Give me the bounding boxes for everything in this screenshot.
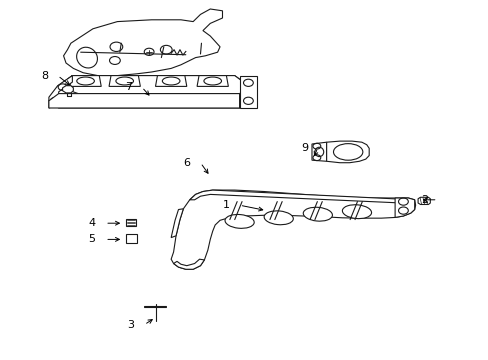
- Ellipse shape: [303, 207, 332, 221]
- Ellipse shape: [224, 215, 254, 228]
- Polygon shape: [49, 76, 249, 108]
- Text: 8: 8: [41, 71, 48, 81]
- Ellipse shape: [264, 211, 293, 225]
- Text: 4: 4: [88, 218, 95, 228]
- Polygon shape: [394, 198, 414, 217]
- Polygon shape: [109, 76, 140, 86]
- Polygon shape: [171, 209, 183, 238]
- Polygon shape: [49, 76, 72, 108]
- Text: 6: 6: [183, 158, 190, 168]
- Polygon shape: [197, 76, 228, 86]
- Polygon shape: [171, 190, 415, 269]
- Text: 3: 3: [127, 320, 134, 330]
- Text: 1: 1: [223, 200, 229, 210]
- Polygon shape: [326, 141, 368, 163]
- Polygon shape: [239, 76, 256, 108]
- Ellipse shape: [342, 205, 371, 219]
- Polygon shape: [63, 9, 222, 76]
- Polygon shape: [70, 76, 101, 86]
- Polygon shape: [417, 197, 429, 204]
- Polygon shape: [126, 234, 137, 243]
- Polygon shape: [49, 94, 239, 108]
- Text: 2: 2: [420, 195, 427, 205]
- Polygon shape: [189, 190, 414, 203]
- Polygon shape: [173, 259, 204, 269]
- Polygon shape: [311, 142, 326, 161]
- Polygon shape: [62, 86, 73, 93]
- Polygon shape: [126, 219, 136, 226]
- Polygon shape: [239, 86, 249, 108]
- Polygon shape: [155, 76, 186, 86]
- Polygon shape: [58, 76, 249, 94]
- Text: 7: 7: [124, 82, 132, 92]
- Text: 9: 9: [300, 143, 307, 153]
- Text: 5: 5: [88, 234, 95, 244]
